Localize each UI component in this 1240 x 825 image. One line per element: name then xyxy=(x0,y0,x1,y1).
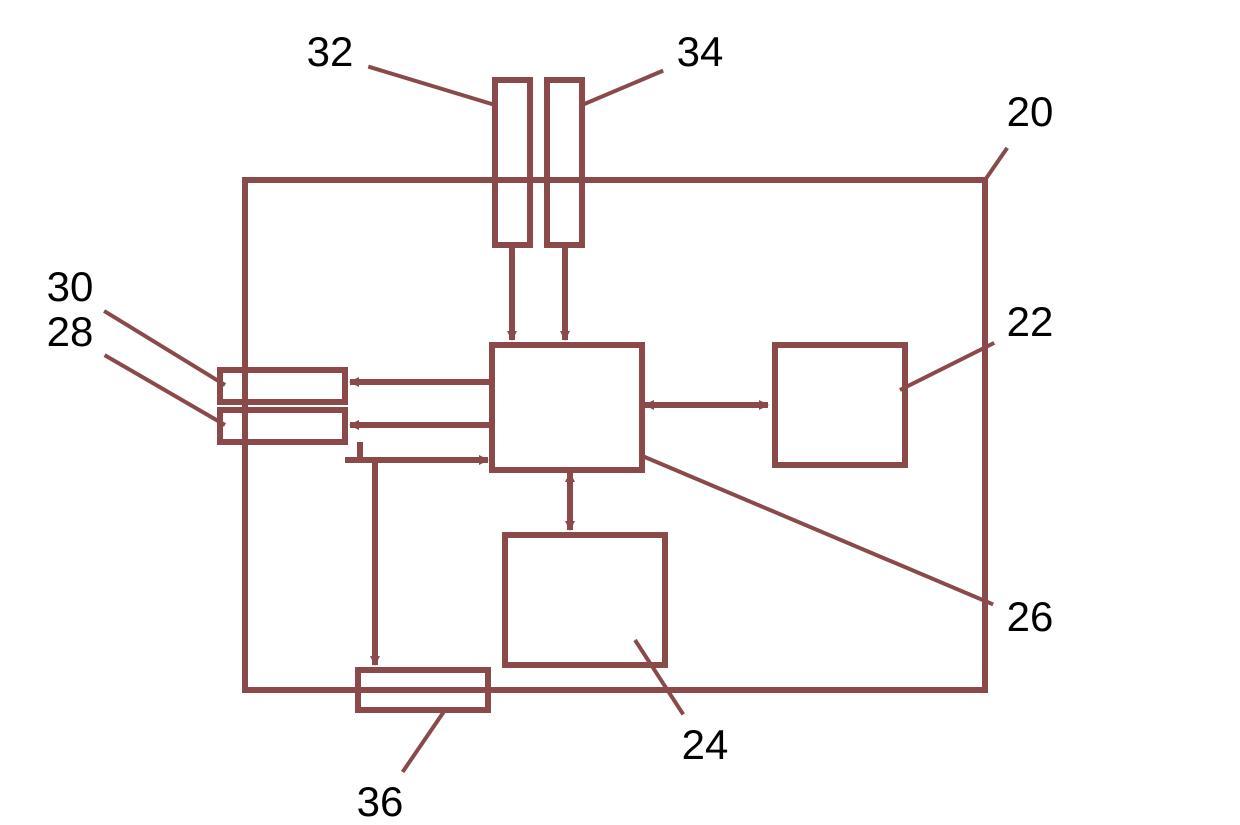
block-diagram: 32 34 20 3028 22 26 24 36 xyxy=(0,0,1240,825)
ref-label-24: 24 xyxy=(682,721,729,768)
ref-label-32: 32 xyxy=(307,28,354,75)
ref-label-34: 34 xyxy=(677,28,724,75)
ref-label-36: 36 xyxy=(357,778,404,825)
ref-label-30: 30 xyxy=(47,263,94,310)
ref-label-22: 22 xyxy=(1007,298,1054,345)
ref-label-28: 28 xyxy=(47,308,94,355)
ref-label-26: 26 xyxy=(1007,593,1054,640)
ref-label-20: 20 xyxy=(1007,88,1054,135)
